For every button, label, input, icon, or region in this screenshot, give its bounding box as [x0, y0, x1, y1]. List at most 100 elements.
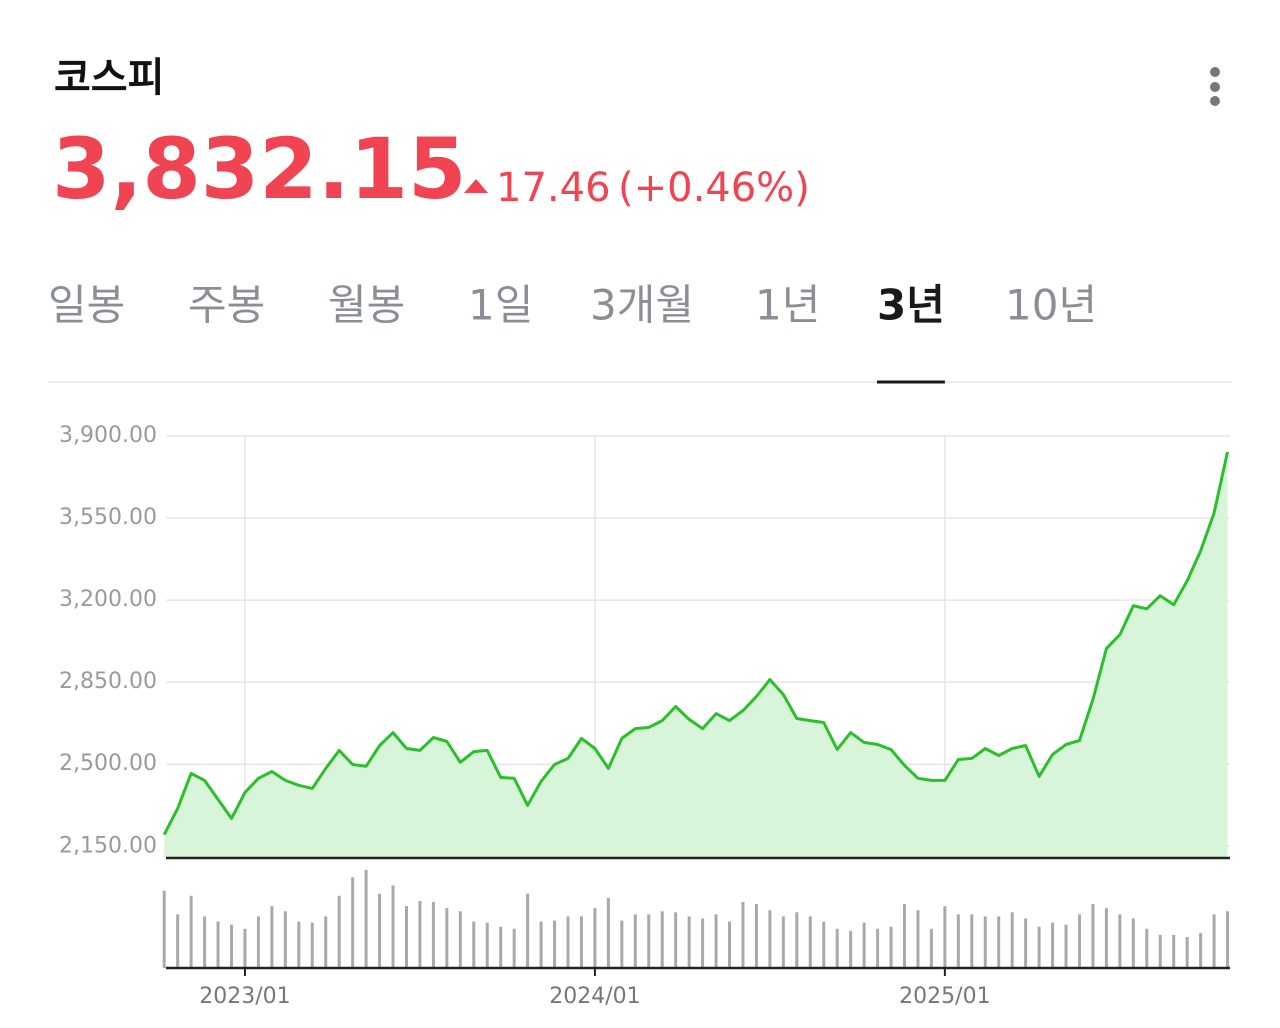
volume-bar — [647, 914, 651, 968]
y-tick-label: 3,550.00 — [59, 505, 157, 530]
volume-bar — [660, 911, 664, 968]
volume-bar — [956, 914, 960, 968]
volume-bar — [472, 921, 476, 968]
volume-bar — [579, 916, 583, 968]
volume-bar — [1051, 922, 1055, 968]
price-line — [162, 451, 1229, 836]
volume-bar — [1145, 928, 1149, 968]
volume-bar — [808, 916, 812, 968]
up-arrow — [464, 179, 488, 193]
y-tick-label: 2,850.00 — [59, 669, 157, 694]
volume-bar — [687, 916, 691, 968]
volume-bar — [162, 890, 166, 968]
tab[interactable]: 10년 — [1005, 281, 1097, 330]
volume-bar — [970, 914, 974, 968]
volume-bar — [1131, 918, 1135, 968]
tab[interactable]: 3년 — [877, 281, 945, 330]
volume-bar — [620, 920, 624, 968]
y-tick-label: 3,900.00 — [59, 423, 157, 448]
volume-bar — [754, 904, 758, 968]
volume-bar — [512, 928, 516, 968]
volume-bar — [862, 922, 866, 968]
volume-bar — [1024, 918, 1028, 968]
volume-bar — [270, 906, 274, 968]
volume-bar — [1104, 908, 1108, 968]
y-tick-label: 2,150.00 — [59, 833, 157, 858]
volume-bar — [876, 928, 880, 968]
volume-bar — [795, 912, 799, 968]
tab[interactable]: 주봉 — [188, 281, 265, 330]
volume-bar — [189, 895, 193, 968]
volume-bar — [418, 900, 422, 968]
volume-bar — [1185, 937, 1189, 968]
volume-bar — [256, 916, 260, 968]
volume-bar — [1077, 914, 1081, 968]
chart: 2,150.00 2,500.00 2,850.00 3,200.00 3,550.00… — [59, 423, 1230, 1009]
tab[interactable]: 1일 — [468, 281, 533, 330]
price-area — [164, 451, 1228, 858]
y-tick-label: 2,500.00 — [59, 751, 157, 776]
volume-bar — [916, 910, 920, 968]
price: 3,832.15 — [52, 120, 467, 218]
tab[interactable]: 일봉 — [48, 281, 125, 330]
volume-bar — [714, 914, 718, 968]
volume-bar — [741, 901, 745, 968]
volume-bar — [835, 928, 839, 968]
volume-bar — [1158, 934, 1162, 968]
menu-dot — [1210, 67, 1220, 77]
volume-bar — [364, 870, 368, 968]
volume-bar — [674, 912, 678, 968]
volume-bar — [633, 914, 637, 968]
volume-bar — [431, 901, 435, 968]
stock-title: 코스피 — [54, 55, 164, 101]
volume-bar — [404, 906, 408, 968]
volume-bar — [445, 908, 449, 968]
tab[interactable]: 월봉 — [328, 281, 405, 330]
volume-bar — [728, 921, 732, 968]
volume-bar — [553, 920, 557, 968]
more-menu[interactable] — [1210, 67, 1220, 106]
change-percent: (+0.46%) — [618, 165, 810, 211]
volume-bar — [929, 928, 933, 968]
volume-bar — [1226, 911, 1230, 968]
volume-bar — [526, 893, 530, 968]
volume-bar — [378, 893, 382, 968]
tab[interactable]: 1년 — [755, 281, 820, 330]
volume-bar — [243, 928, 247, 968]
menu-dot — [1210, 82, 1220, 92]
volume-bar — [324, 916, 328, 968]
volume-bar — [1010, 912, 1014, 968]
volume-bar — [230, 924, 233, 968]
volume-bar — [781, 916, 785, 968]
volume-bar — [943, 906, 947, 968]
volume-bar — [849, 930, 853, 968]
volume-bar — [1064, 924, 1068, 968]
volume-bar — [1037, 926, 1041, 968]
volume-bar — [499, 926, 503, 968]
volume-bar — [1091, 904, 1095, 968]
volume-bar — [1172, 934, 1176, 968]
volume-bar — [539, 921, 543, 968]
volume-bar — [566, 916, 570, 968]
change: 17.46 — [496, 165, 611, 211]
volume-bar — [983, 916, 987, 968]
volume-bar — [606, 897, 610, 968]
volume-bar — [1199, 932, 1203, 968]
volume-bar — [997, 916, 1001, 968]
menu-dot — [1210, 96, 1220, 106]
volume-bar — [176, 914, 180, 968]
volume-bar — [337, 895, 341, 968]
tab[interactable]: 3개월 — [590, 281, 694, 330]
volume-bar — [889, 926, 893, 968]
volume-bar — [203, 916, 207, 968]
x-tick-label: 2025/01 — [899, 984, 990, 1009]
volume-bar — [701, 918, 705, 968]
volume-bar — [351, 877, 355, 968]
volume-bar — [283, 911, 287, 968]
x-tick-label: 2024/01 — [549, 984, 640, 1009]
volume-bar — [768, 910, 772, 968]
volume-bar — [903, 904, 906, 968]
y-tick-label: 3,200.00 — [59, 587, 157, 612]
